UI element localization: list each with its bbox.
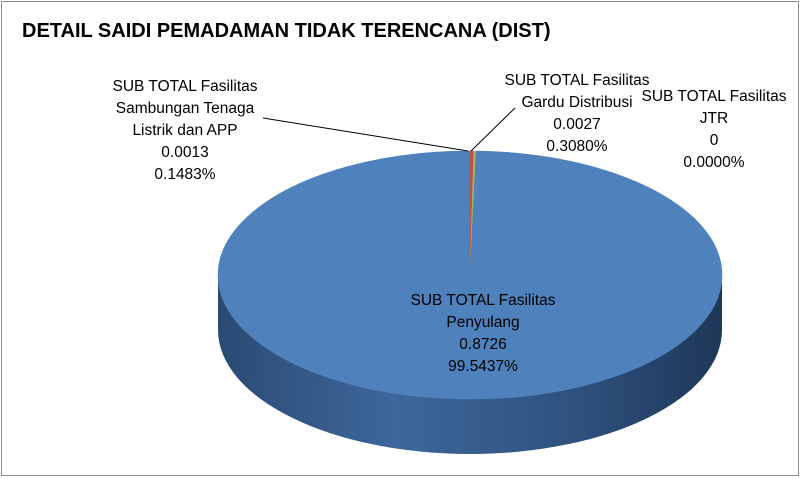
label-name-line: Sambungan Tenaga: [115, 100, 255, 117]
label-name-line: SUB TOTAL Fasilitas: [504, 72, 650, 89]
chart-title: DETAIL SAIDI PEMADAMAN TIDAK TERENCANA (…: [22, 20, 551, 42]
pie-side-wall: [218, 275, 722, 454]
label-percent: 0.3080%: [546, 138, 608, 155]
label-value: 0.0027: [553, 116, 601, 133]
label-name-line: Penyulang: [446, 314, 520, 331]
label-percent: 99.5437%: [448, 358, 518, 375]
leader-line-sambungan: [262, 117, 469, 152]
label-name-line: SUB TOTAL Fasilitas: [641, 88, 787, 105]
pie-slice: [217, 150, 723, 400]
label-name-line: Gardu Distribusi: [521, 94, 633, 111]
label-name-line: Listrik dan APP: [132, 122, 238, 139]
label-percent: 0.1483%: [154, 166, 216, 183]
data-label-penyulang: SUB TOTAL Fasilitas Penyulang 0.8726 99.…: [398, 290, 568, 378]
label-name-line: SUB TOTAL Fasilitas: [112, 78, 258, 95]
label-value: 0.0013: [161, 144, 209, 161]
data-label-sambungan: SUB TOTAL Fasilitas Sambungan Tenaga Lis…: [100, 76, 270, 186]
label-percent: 0.0000%: [683, 154, 745, 171]
data-label-jtr: SUB TOTAL Fasilitas JTR 0 0.0000%: [630, 86, 798, 174]
label-value: 0: [709, 132, 719, 149]
label-name-line: SUB TOTAL Fasilitas: [410, 292, 556, 309]
leader-line-gardu: [470, 107, 516, 152]
data-label-gardu: SUB TOTAL Fasilitas Gardu Distribusi 0.0…: [492, 70, 662, 158]
label-value: 0.8726: [459, 336, 507, 353]
label-name-line: JTR: [699, 110, 729, 127]
